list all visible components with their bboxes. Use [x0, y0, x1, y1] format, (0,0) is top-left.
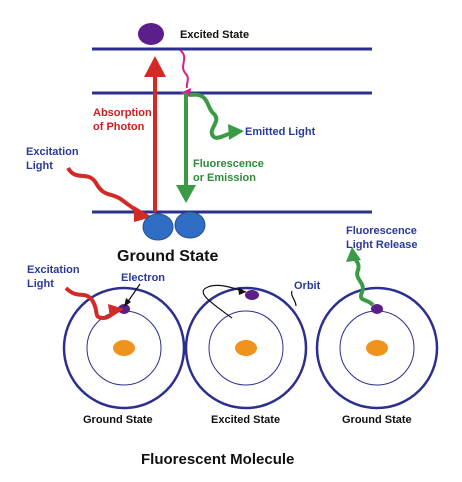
nucleus	[366, 340, 388, 356]
orbit-label: Orbit	[294, 280, 321, 292]
ground-state-title: Ground State	[117, 248, 218, 265]
excited-state-label: Excited State	[180, 29, 249, 41]
atom-ground-1	[62, 286, 186, 410]
release-label-line2: Light Release	[346, 239, 418, 251]
electron	[245, 290, 259, 300]
fluorescence-label-line2: or Emission	[193, 172, 256, 184]
electron-pointer	[126, 283, 141, 304]
absorption-label-line1: Absorption	[93, 107, 152, 119]
relaxation-squiggle	[179, 49, 189, 89]
atom-label-2: Excited State	[211, 414, 280, 426]
excitation-label-bottom-line2: Light	[27, 278, 54, 290]
emitted-light-label: Emitted Light	[245, 126, 316, 138]
fluorescence-arrowhead	[176, 185, 196, 203]
emitted-light-squiggle	[189, 92, 233, 140]
outer-orbit	[62, 286, 186, 410]
caption: Fluorescent Molecule	[141, 451, 294, 468]
release-light-squiggle	[352, 256, 375, 307]
release-label-line1: Fluorescence	[346, 225, 417, 237]
nucleus	[113, 340, 135, 356]
excitation-label-top-line2: Light	[26, 160, 53, 172]
absorption-label-line2: of Photon	[93, 121, 145, 133]
orbit-pointer	[291, 290, 297, 307]
atom-label-3: Ground State	[342, 414, 412, 426]
electron	[371, 304, 383, 314]
ground-electron-right	[174, 211, 206, 239]
excitation-label-bottom-line1: Excitation	[27, 264, 80, 276]
fluorescence-label-line1: Fluorescence	[193, 158, 264, 170]
atom-excited	[184, 286, 308, 410]
orbit-jump-arrowhead	[238, 287, 246, 295]
inner-orbit	[208, 310, 284, 386]
orbit-jump-arc	[202, 284, 247, 319]
electron-label: Electron	[121, 272, 165, 284]
outer-orbit	[315, 286, 439, 410]
atom-label-1: Ground State	[83, 414, 153, 426]
relaxation-arrowhead	[180, 88, 191, 97]
atom-ground-2	[315, 286, 439, 410]
excitation-light-arrowhead-bottom	[108, 304, 124, 318]
emitted-light-arrowhead	[228, 124, 244, 140]
ground-electron-left	[142, 213, 174, 241]
nucleus	[235, 340, 257, 356]
absorption-arrowhead	[144, 56, 166, 77]
outer-orbit	[184, 286, 308, 410]
release-light-arrowhead	[346, 247, 361, 262]
excitation-light-squiggle-top	[66, 166, 144, 216]
excited-electron	[138, 23, 164, 45]
electron-pointer-head	[124, 298, 131, 307]
excitation-label-top-line1: Excitation	[26, 146, 79, 158]
